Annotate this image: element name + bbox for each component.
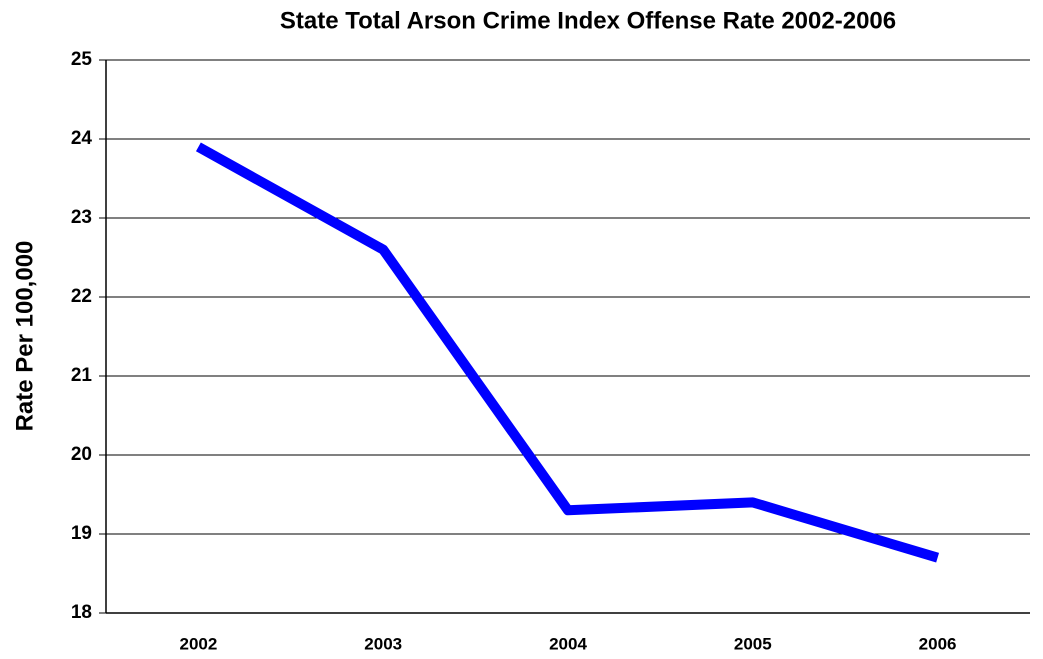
y-tick-label: 22 bbox=[71, 286, 92, 307]
data-line bbox=[195, 142, 940, 563]
x-tick-label: 2002 bbox=[179, 634, 217, 653]
y-tick-label: 23 bbox=[71, 207, 92, 228]
x-tick-label: 2006 bbox=[919, 634, 957, 653]
x-tick-label: 2003 bbox=[364, 634, 402, 653]
y-tick-label: 18 bbox=[71, 602, 92, 623]
y-axis-label: Rate Per 100,000 bbox=[11, 241, 38, 432]
y-tick-label: 19 bbox=[71, 523, 92, 544]
y-tick-label: 20 bbox=[71, 444, 92, 465]
x-tick-label: 2005 bbox=[734, 634, 772, 653]
x-tick-label: 2004 bbox=[549, 634, 587, 653]
chart-title: State Total Arson Crime Index Offense Ra… bbox=[280, 7, 896, 34]
y-tick-label: 25 bbox=[71, 49, 93, 70]
y-tick-label: 21 bbox=[71, 365, 93, 386]
y-tick-label: 24 bbox=[71, 128, 93, 149]
